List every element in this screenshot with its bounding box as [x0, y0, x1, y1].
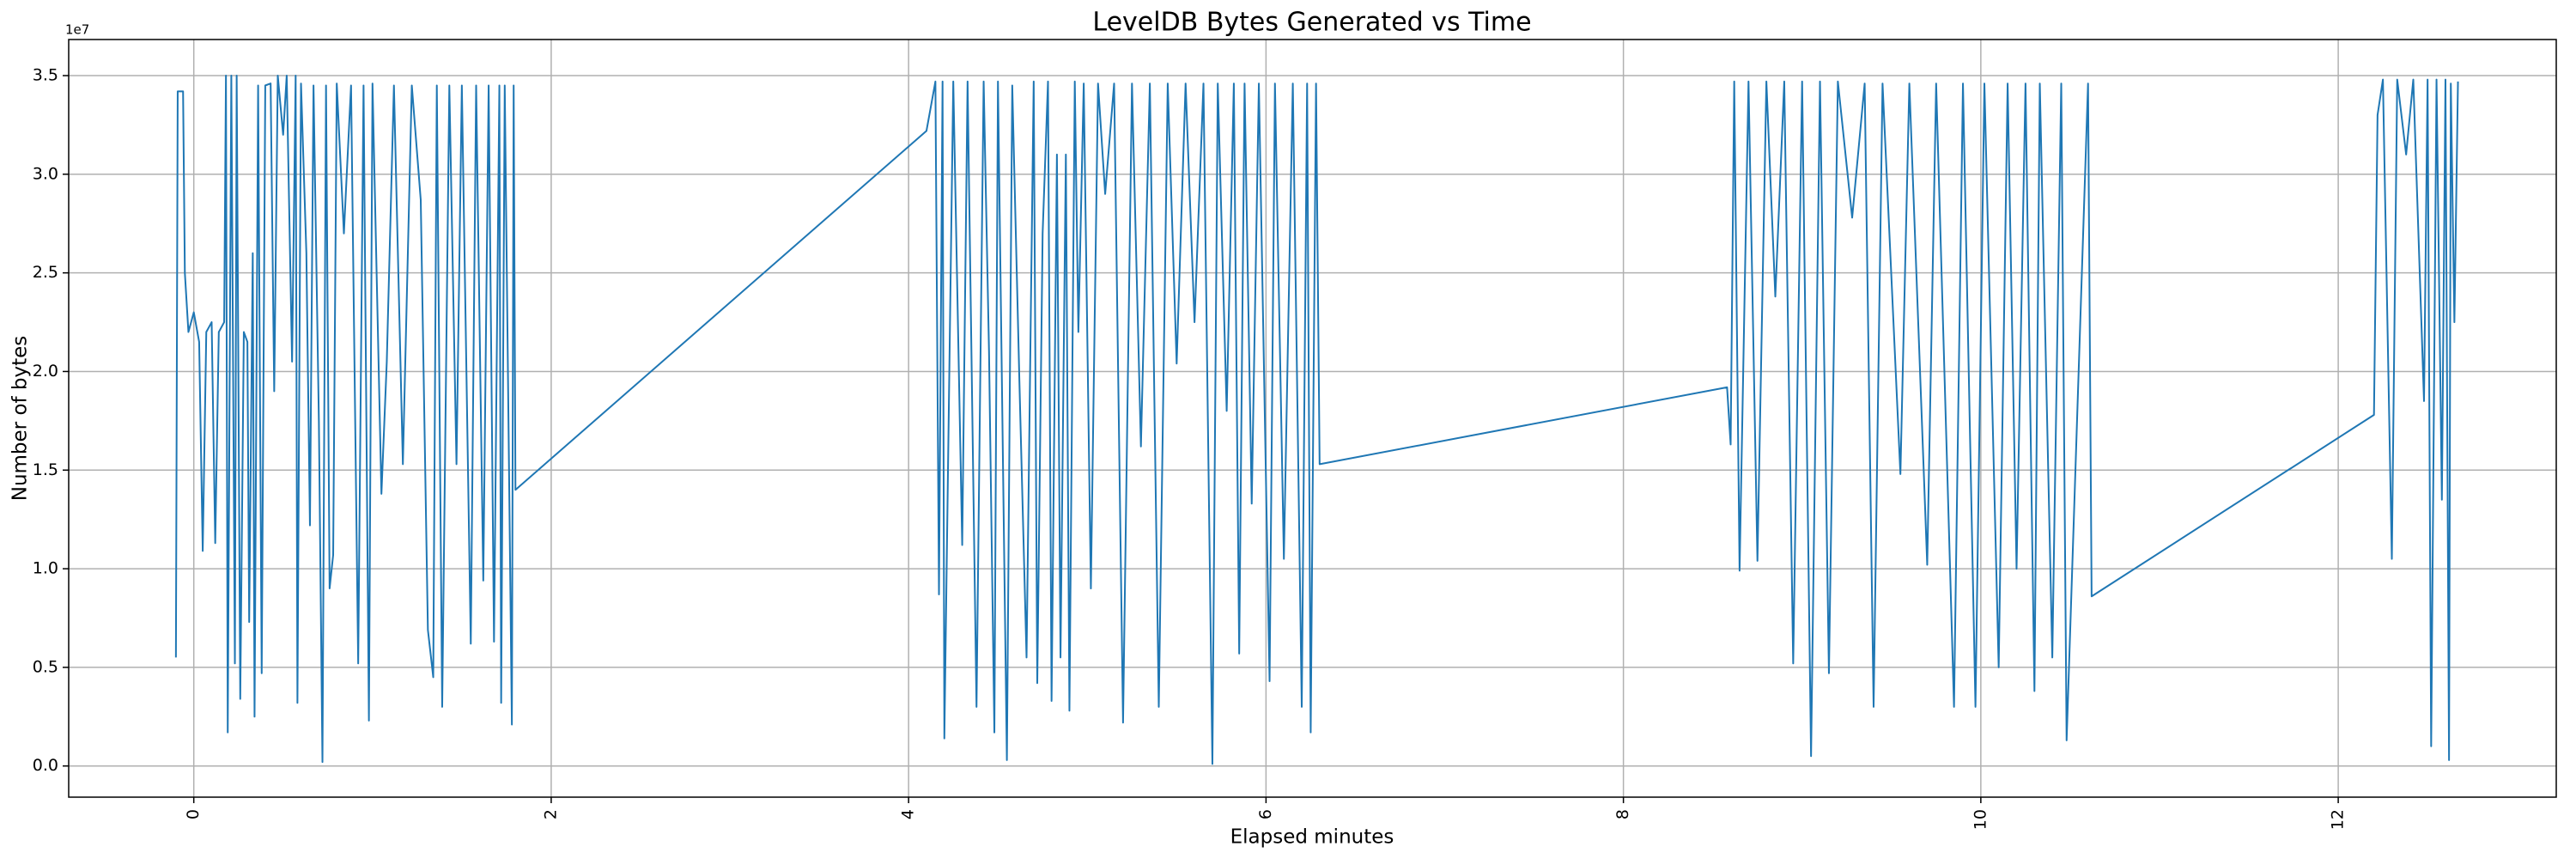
x-tick-label: 0 [184, 809, 203, 819]
y-tick-label: 0.0 [33, 756, 58, 775]
x-tick-label: 12 [2329, 809, 2348, 830]
y-tick-label: 0.5 [33, 657, 58, 676]
y-tick-label: 1.0 [33, 559, 58, 578]
y-tick-label: 2.0 [33, 362, 58, 381]
y-tick-label: 3.0 [33, 164, 58, 183]
x-tick-label: 6 [1256, 809, 1275, 819]
x-tick-label: 2 [541, 809, 560, 819]
x-tick-label: 10 [1971, 809, 1990, 830]
y-tick-label: 3.5 [33, 66, 58, 85]
y-tick-label: 2.5 [33, 263, 58, 282]
y-axis-label: Number of bytes [9, 336, 32, 502]
data-line [174, 75, 2459, 765]
x-tick-label: 8 [1613, 809, 1632, 819]
x-tick-label: 4 [899, 809, 918, 819]
y-tick-label: 1.5 [33, 460, 58, 479]
x-axis-label: Elapsed minutes [1230, 826, 1394, 849]
y-offset-label: 1e7 [65, 22, 89, 38]
plot-frame [68, 39, 2557, 798]
chart-title: LevelDB Bytes Generated vs Time [1092, 8, 1531, 38]
